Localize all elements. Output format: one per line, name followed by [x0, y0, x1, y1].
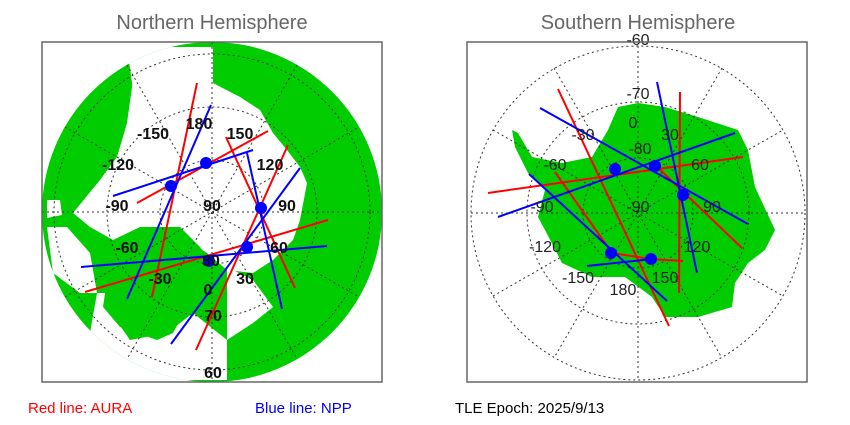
south-frame [466, 41, 808, 383]
south-npp-position-marker [677, 189, 689, 201]
north-lon-label: -150 [137, 126, 169, 143]
south-npp-position-marker [605, 247, 617, 259]
south-lon-label: 180 [610, 282, 637, 299]
south-lat-label: -80 [628, 141, 651, 158]
legend-aura: Red line: AURA [28, 400, 132, 417]
south-aura-track [554, 171, 684, 262]
north-npp-position-marker [200, 157, 212, 169]
north-labels: 180 -150 150 -120 120 -90 90 -60 60 -30 … [102, 116, 296, 382]
south-aura-track [654, 164, 743, 249]
north-lon-label: 0 [204, 282, 213, 299]
south-npp-position-marker [649, 160, 661, 172]
north-lat-label: 70 [204, 308, 222, 325]
south-npp-track [586, 258, 653, 267]
north-lon-label: -30 [148, 271, 171, 288]
south-lon-label: -60 [543, 157, 566, 174]
north-lon-label: -120 [102, 157, 134, 174]
north-lat-label: 60 [204, 365, 222, 382]
north-npp-track [170, 167, 301, 345]
south-land [512, 103, 775, 317]
south-lon-label: 30 [661, 127, 679, 144]
south-lon-label: 60 [691, 157, 709, 174]
south-lat-label: -70 [626, 86, 649, 103]
south-map: 0 -30 30 -60 60 -90 90 -120 120 -150 150… [470, 45, 806, 381]
legend-npp: Blue line: NPP [255, 400, 352, 417]
south-title: Southern Hemisphere [541, 12, 736, 34]
south-npp-position-marker [609, 163, 621, 175]
south-lon-label: -90 [530, 199, 553, 216]
north-npp-position-marker [241, 241, 253, 253]
north-npp-track [246, 152, 283, 310]
south-npp-track [528, 173, 668, 302]
north-lon-label: 90 [278, 198, 296, 215]
north-frame [41, 41, 383, 383]
north-lon-label: 150 [227, 126, 254, 143]
south-npp-track [497, 132, 736, 218]
north-npp-track [112, 149, 254, 197]
north-lon-label: 60 [270, 240, 288, 257]
south-graticule [470, 45, 806, 381]
north-lon-label: -60 [115, 240, 138, 257]
south-lon-label: -120 [529, 239, 561, 256]
north-lon-label: 120 [257, 157, 284, 174]
north-lat-label: 90 [203, 198, 221, 215]
south-lon-label: 0 [629, 115, 638, 132]
north-map: 180 -150 150 -120 120 -90 90 -60 60 -30 … [42, 42, 382, 382]
tle-epoch: TLE Epoch: 2025/9/13 [455, 400, 604, 417]
north-title: Northern Hemisphere [116, 12, 307, 34]
south-lon-label: -30 [571, 127, 594, 144]
south-lon-label: 120 [684, 239, 711, 256]
south-lat-label: -60 [626, 32, 649, 49]
north-npp-position-marker [165, 180, 177, 192]
south-lat-label: -90 [626, 199, 649, 216]
south-labels: 0 -30 30 -60 60 -90 90 -120 120 -150 150… [529, 86, 721, 299]
north-npp-position-marker [203, 255, 215, 267]
north-lon-label: 30 [236, 271, 254, 288]
south-lon-label: 150 [652, 270, 679, 287]
north-lon-label: -90 [105, 198, 128, 215]
north-npp-track [126, 104, 212, 300]
south-lon-label: -150 [562, 270, 594, 287]
south-npp-track [656, 81, 698, 274]
south-npp-position-marker [645, 253, 657, 265]
north-lon-label: 180 [186, 116, 213, 133]
north-lat-label: 80 [202, 253, 220, 270]
north-npp-track [80, 245, 328, 268]
south-lon-label: 90 [703, 199, 721, 216]
north-npp-position-marker [255, 202, 267, 214]
